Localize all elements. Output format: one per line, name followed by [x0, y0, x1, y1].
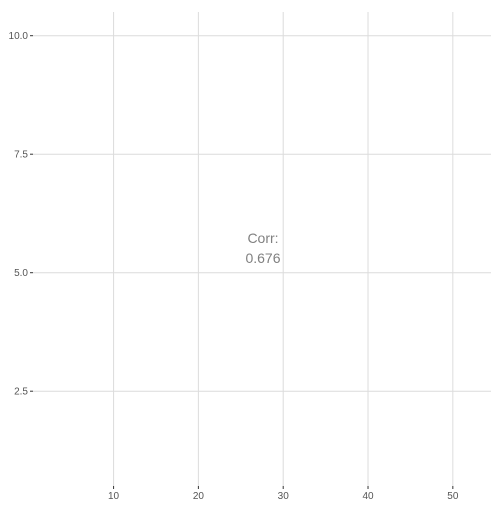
annotation-layer: Corr: 0.676 [245, 230, 280, 266]
grid-layer [33, 12, 491, 486]
x-tick-label: 10 [108, 491, 120, 502]
correlation-label: Corr: [247, 230, 278, 246]
x-tick-label: 50 [447, 491, 459, 502]
y-tick-label: 7.5 [14, 150, 28, 161]
axis-layer: 10 20 30 40 50 2.5 5.0 7.5 10.0 [9, 31, 459, 502]
y-tick-label: 5.0 [14, 268, 28, 279]
y-tick-label: 2.5 [14, 387, 28, 398]
x-tick-label: 30 [278, 491, 290, 502]
x-tick-label: 40 [362, 491, 374, 502]
y-tick-label: 10.0 [9, 31, 29, 42]
correlation-value: 0.676 [245, 250, 280, 266]
x-tick-label: 20 [193, 491, 205, 502]
